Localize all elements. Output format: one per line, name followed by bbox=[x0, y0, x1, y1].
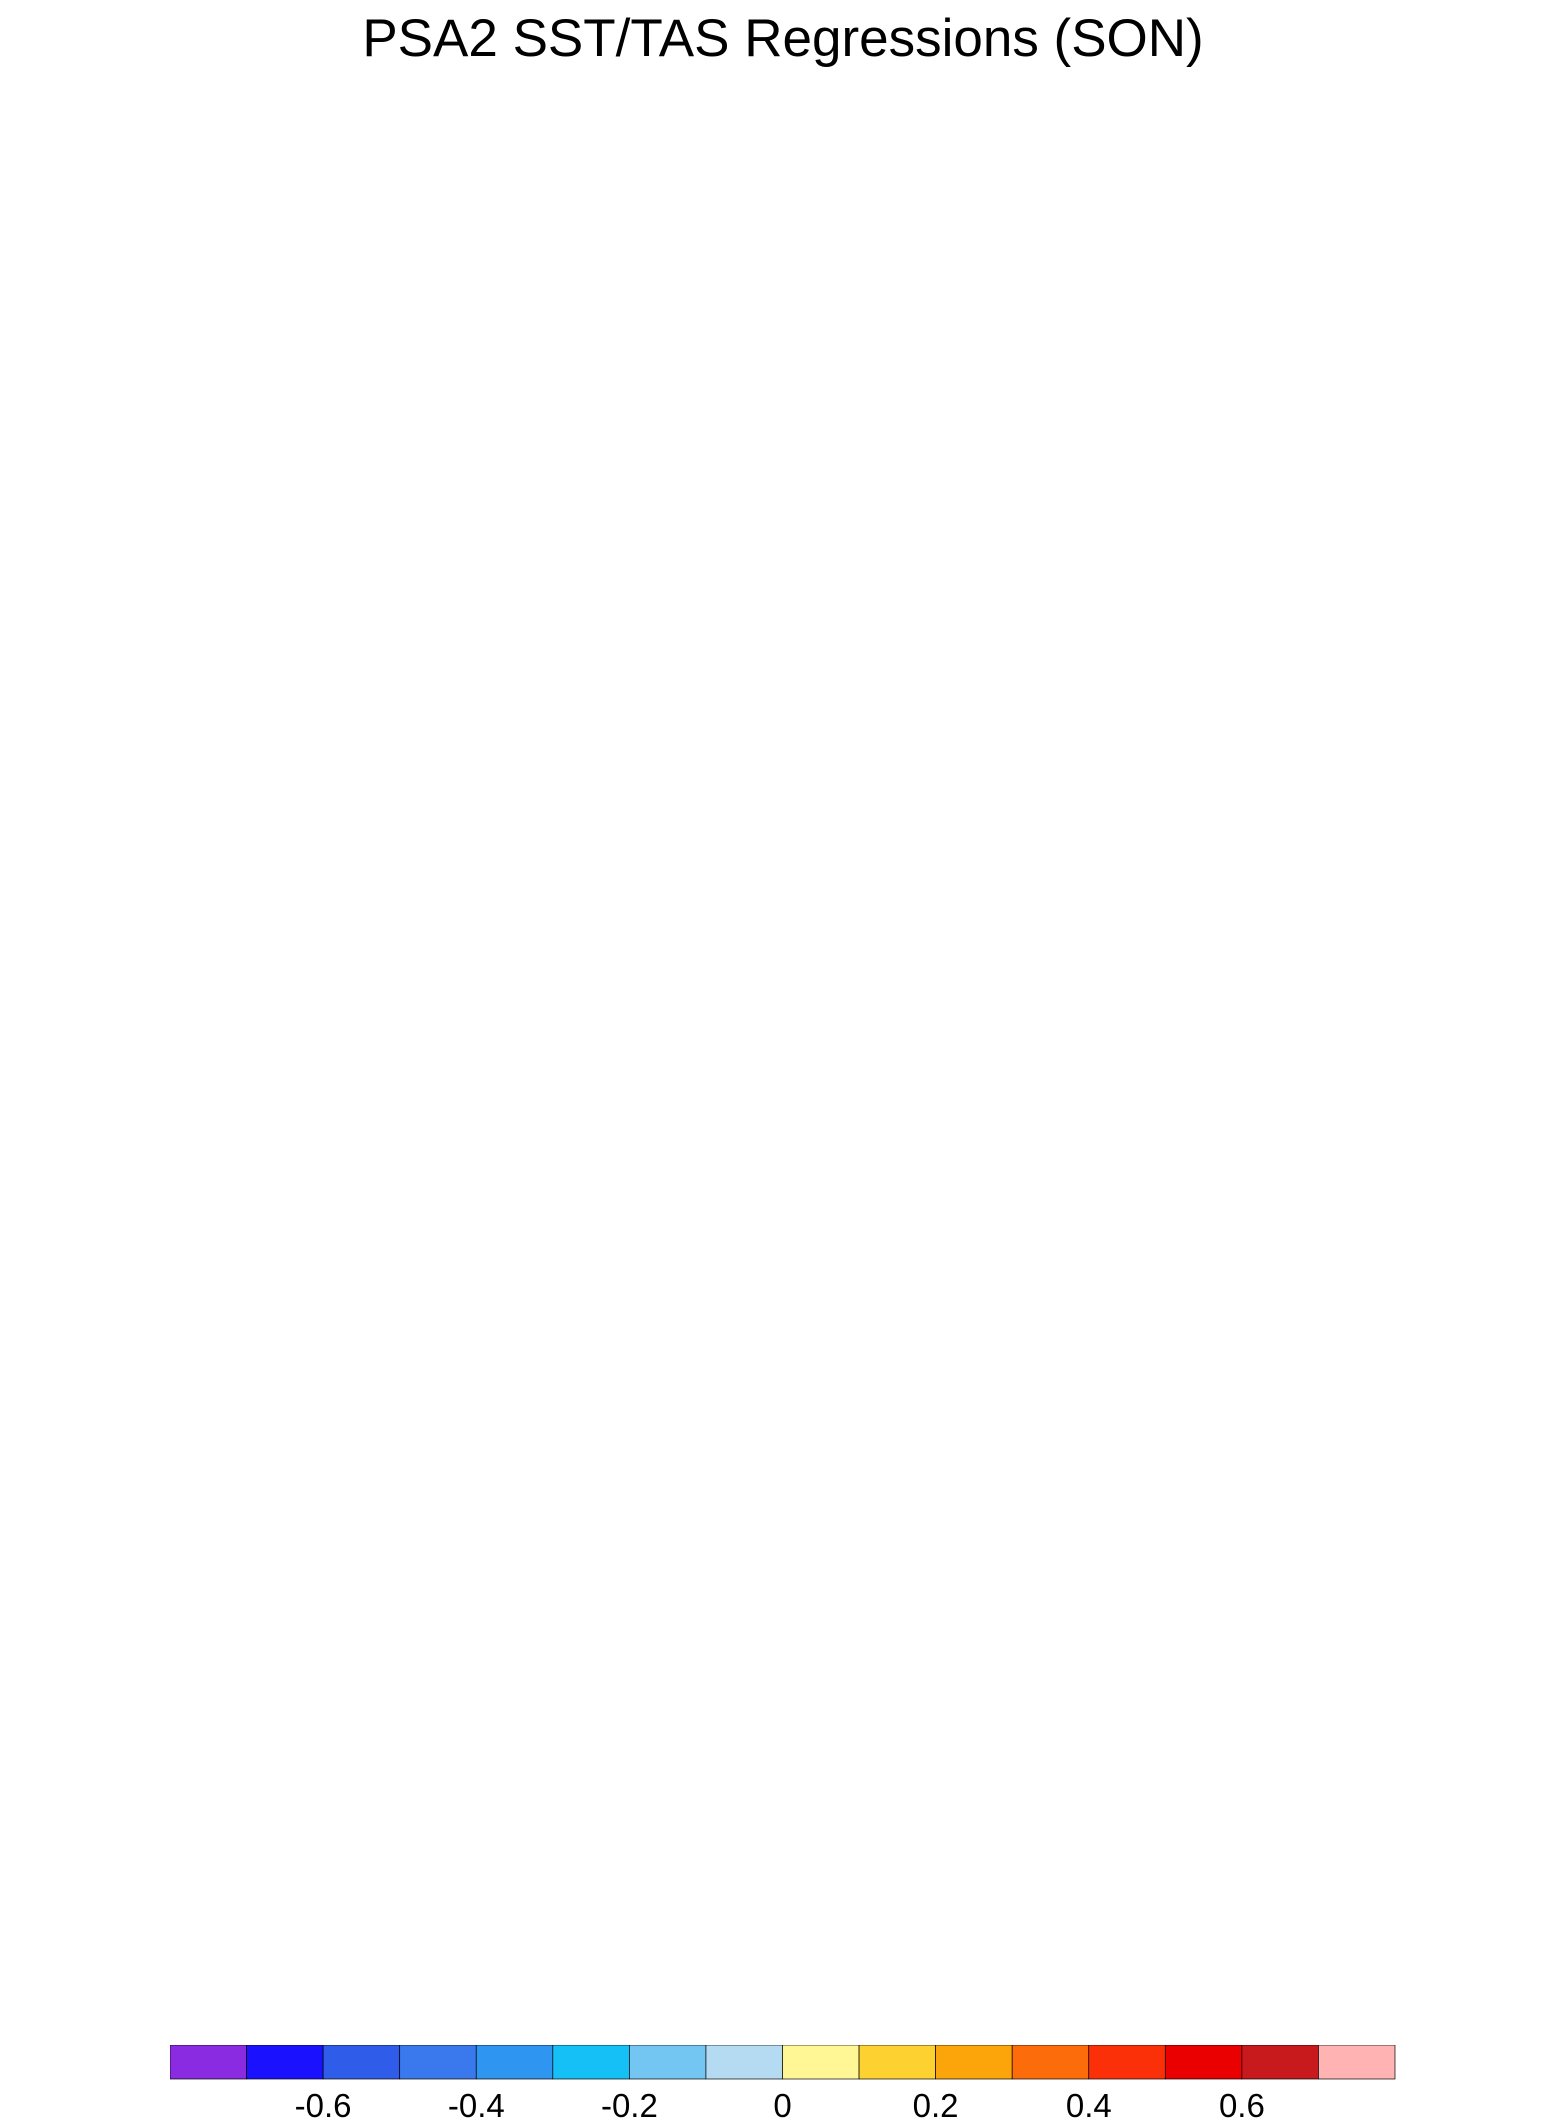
colorbar-swatch bbox=[629, 2045, 707, 2080]
colorbar-swatch bbox=[935, 2045, 1013, 2080]
page-title: PSA2 SST/TAS Regressions (SON) bbox=[362, 9, 1204, 68]
colorbar-swatch bbox=[1164, 2045, 1243, 2080]
colorbar-tick-label: -0.6 bbox=[295, 2087, 352, 2120]
colorbar-swatch bbox=[246, 2045, 324, 2080]
colorbar: -0.6 -0.4 -0.2 0 0.2 0.4 0.6 bbox=[170, 2045, 1396, 2120]
colorbar-tick-label: 0 bbox=[773, 2087, 791, 2120]
colorbar-swatch bbox=[1088, 2045, 1166, 2080]
colorbar-tick-label: 0.2 bbox=[913, 2087, 959, 2120]
colorbar-tick-label: -0.2 bbox=[601, 2087, 658, 2120]
colorbar-tick-label: 0.6 bbox=[1219, 2087, 1265, 2120]
colorbar-swatch bbox=[552, 2045, 630, 2080]
colorbar-swatch bbox=[782, 2045, 860, 2080]
colorbar-swatch bbox=[1318, 2045, 1396, 2080]
colorbar-swatch bbox=[1011, 2045, 1090, 2080]
colorbar-swatch bbox=[858, 2045, 936, 2080]
colorbar-tick-label: 0.4 bbox=[1066, 2087, 1112, 2120]
colorbar-swatch bbox=[399, 2045, 477, 2080]
colorbar-swatch bbox=[322, 2045, 401, 2080]
colorbar-swatch bbox=[705, 2045, 783, 2080]
colorbar-tick-label: -0.4 bbox=[448, 2087, 505, 2120]
colorbar-swatch bbox=[170, 2045, 247, 2080]
colorbar-swatch bbox=[1241, 2045, 1319, 2080]
colorbar-swatch bbox=[475, 2045, 554, 2080]
